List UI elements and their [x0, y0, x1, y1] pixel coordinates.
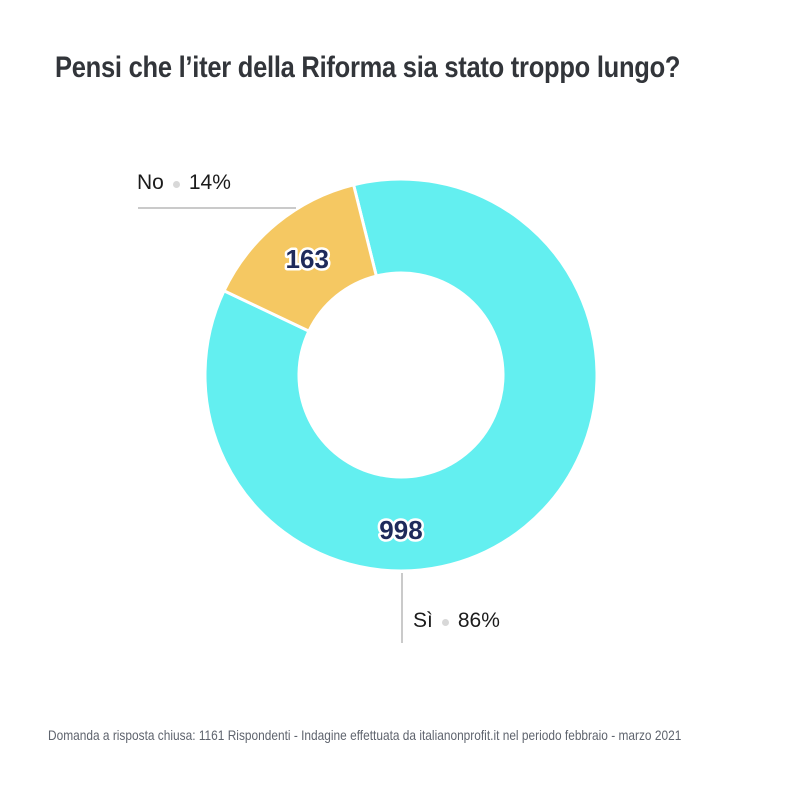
- label-no-text: No: [137, 171, 164, 194]
- pie-slice-si[interactable]: [203, 177, 599, 573]
- chart-title: Pensi che l’iter della Riforma sia stato…: [55, 51, 681, 84]
- value-label-no: 163: [286, 244, 329, 274]
- label-no-pct: 14%: [188, 171, 231, 194]
- label-si: Sì 86%: [413, 609, 500, 633]
- label-si-dot-icon: [441, 618, 449, 626]
- slices-group: [203, 177, 599, 573]
- label-si-text: Sì: [413, 609, 433, 632]
- chart-footnote: Domanda a risposta chiusa: 1161 Risponde…: [48, 727, 682, 743]
- pie-slice-no[interactable]: [222, 183, 379, 334]
- label-no: No 14%: [137, 171, 231, 195]
- value-label-si: 998: [379, 515, 422, 545]
- label-no-dot-icon: [172, 180, 180, 188]
- label-si-pct: 86%: [457, 609, 500, 632]
- value-labels-group: 998 163: [283, 242, 425, 548]
